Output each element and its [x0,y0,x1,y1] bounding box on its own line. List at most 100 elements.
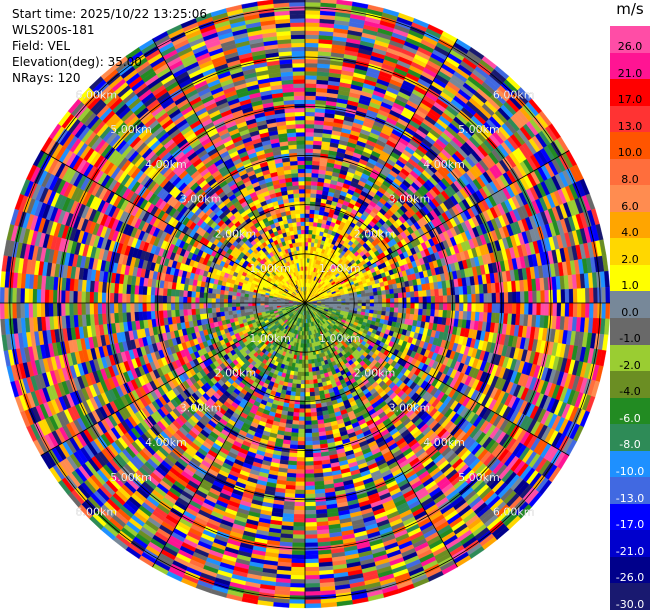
velocity-gate [561,289,566,303]
velocity-gate [541,290,545,303]
velocity-gate [305,230,309,234]
velocity-gate [447,310,452,318]
velocity-gate [292,424,299,429]
velocity-gate [305,539,318,543]
velocity-gate [305,445,313,449]
velocity-gate [290,579,305,583]
velocity-gate [293,535,305,539]
velocity-gate [427,296,431,303]
velocity-gate [512,303,516,314]
velocity-gate [298,437,305,441]
velocity-gate [310,197,316,202]
velocity-gate [524,303,528,315]
velocity-gate [297,449,305,453]
velocity-gate [585,288,590,303]
velocity-gate [305,238,308,242]
velocity-gate [302,360,305,364]
velocity-gate [385,290,390,295]
velocity-gate [398,308,403,313]
velocity-gate [311,181,318,186]
velocity-gate [296,478,305,482]
velocity-gate [305,405,311,409]
velocity-gate [381,290,386,295]
velocity-gate [488,293,492,303]
velocity-gate [295,486,305,490]
velocity-gate [406,308,411,314]
velocity-gate [305,409,311,413]
velocity-gate [492,293,496,303]
velocity-gate [382,303,386,307]
velocity-gate [305,157,313,161]
velocity-gate [520,303,524,315]
velocity-gate [504,303,508,314]
velocity-gate [305,75,317,79]
velocity-gate [292,555,305,559]
velocity-gate [314,214,319,219]
velocity-gate [314,383,319,388]
velocity-gate [305,132,314,136]
velocity-gate [434,310,439,317]
velocity-gate [291,571,305,576]
velocity-gate [305,587,320,591]
velocity-gate [443,288,448,296]
velocity-gate [341,299,345,301]
velocity-gate [297,461,306,465]
velocity-gate [532,291,536,303]
velocity-gate [305,100,316,104]
velocity-gate [585,303,590,318]
velocity-gate [295,490,305,494]
velocity-gate [293,522,305,526]
velocity-gate [313,461,322,466]
velocity-gate [422,290,427,297]
velocity-gate [311,424,318,429]
velocity-gate [314,391,319,396]
velocity-gate [406,292,411,298]
velocity-gate [512,292,516,303]
velocity-gate [305,83,317,87]
velocity-gate [370,303,374,307]
velocity-gate [305,364,308,368]
velocity-gate [545,290,549,303]
velocity-gate [451,303,455,311]
velocity-gate [302,356,305,360]
velocity-gate [435,303,439,310]
velocity-gate [476,303,480,312]
velocity-gate [305,226,309,230]
velocity-gate [415,297,419,303]
velocity-gate [394,298,398,303]
velocity-gate [455,295,459,303]
velocity-gate [430,289,435,296]
velocity-gate [301,380,305,384]
velocity-gate [537,303,541,315]
velocity-gate [313,226,317,231]
velocity-gate [378,303,382,307]
velocity-gate [295,482,305,486]
velocity-gate [305,356,308,360]
velocity-gate [394,303,398,308]
velocity-gate [366,296,370,300]
velocity-gate [292,383,297,388]
velocity-gate [389,289,394,294]
velocity-gate [297,445,305,449]
velocity-gate [309,222,314,226]
velocity-gate [312,441,320,446]
velocity-gate [297,372,301,376]
velocity-gate [305,14,320,18]
velocity-gate [305,210,310,214]
velocity-gate [294,404,300,409]
velocity-gate [305,92,316,96]
velocity-gate [370,299,374,303]
velocity-gate [290,441,298,446]
velocity-gate [305,181,311,185]
velocity-gate [312,173,319,178]
velocity-gate [305,242,308,246]
velocity-gate [305,173,312,177]
velocity-gate [294,510,305,514]
velocity-gate [313,149,321,154]
velocity-gate [565,289,569,303]
velocity-gate [305,39,319,43]
velocity-gate [300,388,305,392]
velocity-gate [314,218,319,223]
velocity-gate [291,559,305,564]
velocity-gate [305,449,313,453]
